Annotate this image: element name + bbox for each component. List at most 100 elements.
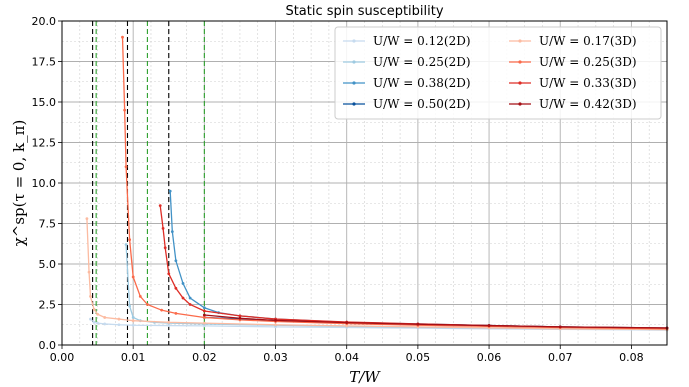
data-point	[274, 318, 277, 322]
y-axis-label-text: χ^sp(τ = 0, k_π)	[10, 120, 28, 247]
data-point	[170, 230, 174, 234]
y-tick-label: 5.0	[39, 258, 57, 271]
series-8	[202, 313, 669, 330]
data-point	[128, 238, 132, 242]
legend-item: U/W = 0.17(3D)	[509, 34, 637, 48]
y-tick-label: 0.0	[39, 339, 57, 352]
data-point	[96, 312, 99, 316]
legend-label: U/W = 0.50(2D)	[373, 97, 471, 111]
x-tick-label: 0.01	[121, 351, 146, 364]
series-line	[86, 218, 668, 331]
x-tick-label: 0.05	[406, 351, 431, 364]
data-point	[160, 308, 164, 312]
legend-label: U/W = 0.25(2D)	[373, 55, 471, 69]
data-point	[124, 165, 128, 169]
data-point	[167, 272, 171, 276]
legend-item: U/W = 0.25(3D)	[509, 55, 637, 69]
data-point	[174, 259, 178, 263]
x-tick-label: 0.08	[619, 351, 644, 364]
data-point	[163, 246, 167, 250]
x-tick-label: 0.04	[334, 351, 359, 364]
data-point	[158, 204, 162, 208]
y-tick-label: 12.5	[32, 137, 57, 150]
y-tick-label: 17.5	[32, 56, 57, 69]
data-point	[103, 316, 107, 319]
legend-marker	[518, 81, 522, 85]
data-point	[87, 270, 91, 274]
legend-marker	[352, 60, 356, 64]
y-axis-label: χ^sp(τ = 0, k_π)	[10, 120, 28, 247]
data-point	[174, 312, 178, 315]
legend: U/W = 0.12(2D) U/W = 0.25(2D) U/W = 0.38(2…	[334, 26, 662, 120]
data-point	[202, 316, 206, 319]
data-point	[92, 320, 96, 324]
legend-item: U/W = 0.12(2D)	[343, 34, 471, 48]
y-tick-label: 2.5	[39, 299, 57, 312]
y-tick-label: 15.0	[32, 96, 57, 109]
data-point	[89, 295, 92, 298]
series-group	[85, 35, 669, 332]
legend-item: U/W = 0.42(3D)	[509, 97, 637, 111]
legend-marker	[352, 81, 356, 85]
x-axis-label: T/W	[349, 368, 381, 386]
data-point	[92, 307, 96, 311]
data-point	[202, 321, 206, 325]
data-point	[85, 217, 89, 221]
legend-marker	[352, 102, 356, 106]
data-point	[138, 295, 142, 298]
data-point	[188, 296, 192, 300]
data-point	[131, 323, 135, 327]
data-point	[121, 35, 124, 39]
x-axis-label-text: T/W	[349, 368, 381, 386]
data-point	[131, 275, 135, 279]
legend-item: U/W = 0.50(2D)	[343, 97, 471, 111]
legend-label: U/W = 0.42(3D)	[539, 97, 637, 111]
data-point	[416, 322, 420, 326]
data-point	[238, 314, 242, 318]
data-point	[202, 313, 206, 317]
data-point	[202, 306, 206, 310]
data-point	[174, 286, 178, 290]
data-point	[117, 323, 121, 327]
axis-ticks: 0.00 0.01 0.02 0.03 0.04 0.05 0.06 0.07 0.08 0.0 2…	[32, 15, 644, 364]
data-point	[117, 317, 121, 321]
data-point	[181, 282, 185, 285]
data-point	[146, 303, 149, 306]
series-line	[204, 314, 668, 329]
data-point	[167, 324, 171, 327]
data-point	[131, 316, 135, 319]
y-tick-label: 20.0	[32, 15, 57, 28]
data-point	[103, 322, 107, 326]
legend-label: U/W = 0.33(3D)	[539, 76, 637, 90]
data-point	[181, 296, 185, 300]
x-tick-label: 0.03	[263, 351, 288, 364]
x-tick-label: 0.06	[477, 351, 502, 364]
data-point	[487, 324, 491, 327]
x-tick-label: 0.00	[50, 351, 75, 364]
data-point	[131, 319, 135, 323]
y-tick-label: 7.5	[39, 218, 57, 231]
data-point	[345, 324, 349, 328]
data-point	[345, 321, 349, 325]
legend-label: U/W = 0.38(2D)	[373, 76, 471, 90]
data-point	[96, 321, 99, 325]
data-point	[274, 323, 277, 327]
legend-marker	[518, 39, 522, 43]
legend-item: U/W = 0.25(2D)	[343, 55, 471, 69]
legend-marker	[352, 39, 356, 43]
data-point	[238, 316, 242, 320]
x-tick-label: 0.02	[192, 351, 217, 364]
legend-box	[334, 26, 662, 120]
chart-title: Static spin susceptibility	[285, 4, 443, 19]
legend-label: U/W = 0.25(3D)	[539, 55, 637, 69]
data-point	[161, 226, 165, 230]
data-point	[202, 324, 206, 328]
y-tick-label: 10.0	[32, 177, 57, 190]
data-point	[123, 108, 127, 112]
legend-item: U/W = 0.38(2D)	[343, 76, 471, 90]
legend-label: U/W = 0.12(2D)	[373, 34, 471, 48]
data-point	[124, 243, 128, 246]
data-point	[202, 309, 206, 313]
legend-marker	[518, 102, 522, 106]
